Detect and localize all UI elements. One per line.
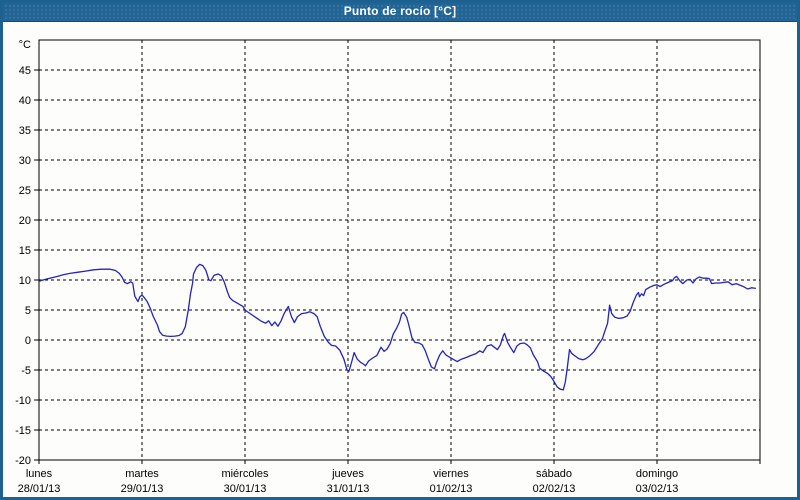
chart-title-bar: Punto de rocío [°C] [0,0,800,22]
x-day-name-label: viernes [433,468,469,480]
x-day-name-label: domingo [636,468,678,480]
y-tick-label: 10 [19,275,31,287]
x-day-name-label: miércoles [221,468,269,480]
y-tick-label: -5 [21,365,31,377]
chart-title: Punto de rocío [°C] [343,3,457,18]
y-tick-label: 25 [19,185,31,197]
y-tick-label: 5 [25,305,31,317]
y-tick-label: 15 [19,245,31,257]
x-day-name-label: martes [125,468,159,480]
y-axis-unit-label: °C [19,39,31,51]
y-tick-label: 20 [19,215,31,227]
x-day-date-label: 01/02/13 [430,483,473,495]
x-day-date-label: 03/02/13 [636,483,679,495]
x-day-date-label: 31/01/13 [327,483,370,495]
x-day-name-label: jueves [331,468,364,480]
y-tick-label: -10 [15,395,31,407]
y-tick-label: 35 [19,125,31,137]
dew-point-line [38,263,756,391]
y-tick-label: -15 [15,425,31,437]
x-day-date-label: 30/01/13 [224,483,267,495]
y-tick-label: -20 [15,455,31,467]
y-tick-label: 40 [19,95,31,107]
y-tick-label: 45 [19,65,31,77]
x-day-date-label: 02/02/13 [533,483,576,495]
x-day-name-label: lunes [26,468,53,480]
x-day-date-label: 28/01/13 [18,483,61,495]
chart-area: 45 40 35 30 25 20 15 10 5 0 -5 -10 -15 -20 °C lunes 28/0… [0,22,800,500]
x-day-date-label: 29/01/13 [121,483,164,495]
x-day-name-label: sábado [536,468,572,480]
dew-point-chart: 45 40 35 30 25 20 15 10 5 0 -5 -10 -15 -20 °C lunes 28/0… [15,39,761,495]
y-tick-label: 0 [25,335,31,347]
y-tick-label: 30 [19,155,31,167]
